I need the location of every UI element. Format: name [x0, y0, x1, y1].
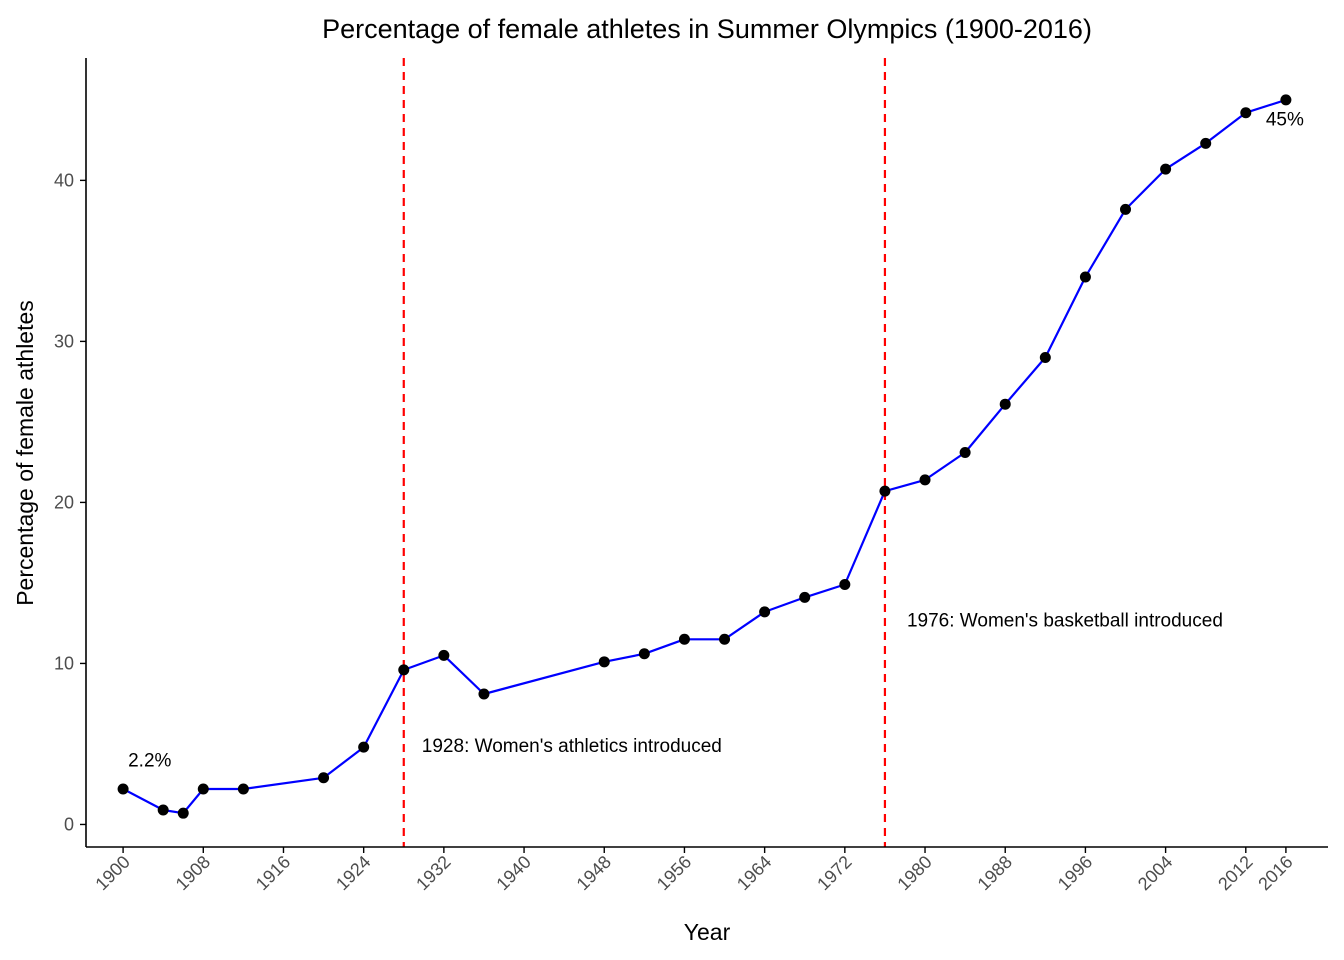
data-point — [438, 649, 450, 661]
data-point — [1240, 107, 1252, 119]
chart-title: Percentage of female athletes in Summer … — [322, 14, 1092, 44]
data-point — [759, 606, 771, 618]
x-tick-label: 1988 — [974, 852, 1016, 894]
y-tick-label: 20 — [54, 492, 74, 512]
data-point — [719, 633, 731, 645]
y-tick-label: 0 — [64, 814, 74, 834]
x-tick-label: 2004 — [1134, 852, 1176, 894]
x-tick-label: 2012 — [1214, 852, 1256, 894]
y-axis-label: Percentage of female athletes — [12, 300, 38, 606]
x-tick-label: 1932 — [412, 852, 454, 894]
data-point — [638, 648, 650, 660]
data-point — [177, 807, 189, 819]
data-point — [157, 804, 169, 816]
data-point — [919, 474, 931, 486]
x-tick-label: 1940 — [492, 852, 534, 894]
series-group — [117, 94, 1292, 819]
data-point — [358, 741, 370, 753]
x-tick-label: 1948 — [573, 852, 615, 894]
x-tick-label: 1924 — [332, 852, 374, 894]
series-line — [122, 98, 1287, 815]
data-point — [678, 633, 690, 645]
data-point — [1200, 137, 1212, 149]
data-point — [1079, 271, 1091, 283]
axes: 0 10 20 30 40 1900 1908 1916 1924 1932 1940 1948 195… — [54, 58, 1328, 894]
x-tick-label: 1956 — [653, 852, 695, 894]
y-tick-label: 10 — [54, 653, 74, 673]
point-label: 2.2% — [128, 750, 171, 771]
data-point — [237, 783, 249, 795]
x-tick-label: 1908 — [172, 852, 214, 894]
data-point — [799, 591, 811, 603]
data-point — [959, 447, 971, 458]
data-point — [999, 398, 1011, 410]
data-point — [1280, 94, 1292, 106]
y-tick-label: 40 — [54, 170, 74, 190]
data-point — [478, 688, 490, 700]
data-point — [1039, 351, 1051, 363]
data-point — [1160, 163, 1172, 175]
y-tick-label: 30 — [54, 331, 74, 351]
data-point — [839, 579, 851, 591]
data-point — [197, 783, 209, 795]
x-axis-label: Year — [684, 919, 731, 945]
data-point — [398, 664, 410, 676]
x-tick-label: 1996 — [1054, 852, 1096, 894]
reference-line-label: 1928: Women's athletics introduced — [422, 736, 722, 757]
data-point — [318, 772, 330, 784]
data-point — [598, 656, 610, 668]
data-point — [879, 485, 891, 497]
reference-lines — [402, 58, 887, 847]
data-point — [117, 783, 129, 795]
x-tick-label: 1980 — [893, 852, 935, 894]
annotations: 1928: Women's athletics introduced 1976: … — [128, 110, 1304, 772]
x-tick-label: 1972 — [813, 852, 855, 894]
reference-line-label: 1976: Women's basketball introduced — [907, 610, 1223, 631]
x-tick-label: 1916 — [252, 852, 294, 894]
x-tick-label: 1900 — [91, 852, 133, 894]
point-label: 45% — [1266, 110, 1304, 131]
x-tick-label: 2016 — [1254, 852, 1296, 894]
data-point — [1120, 203, 1132, 215]
x-tick-label: 1964 — [733, 852, 775, 894]
